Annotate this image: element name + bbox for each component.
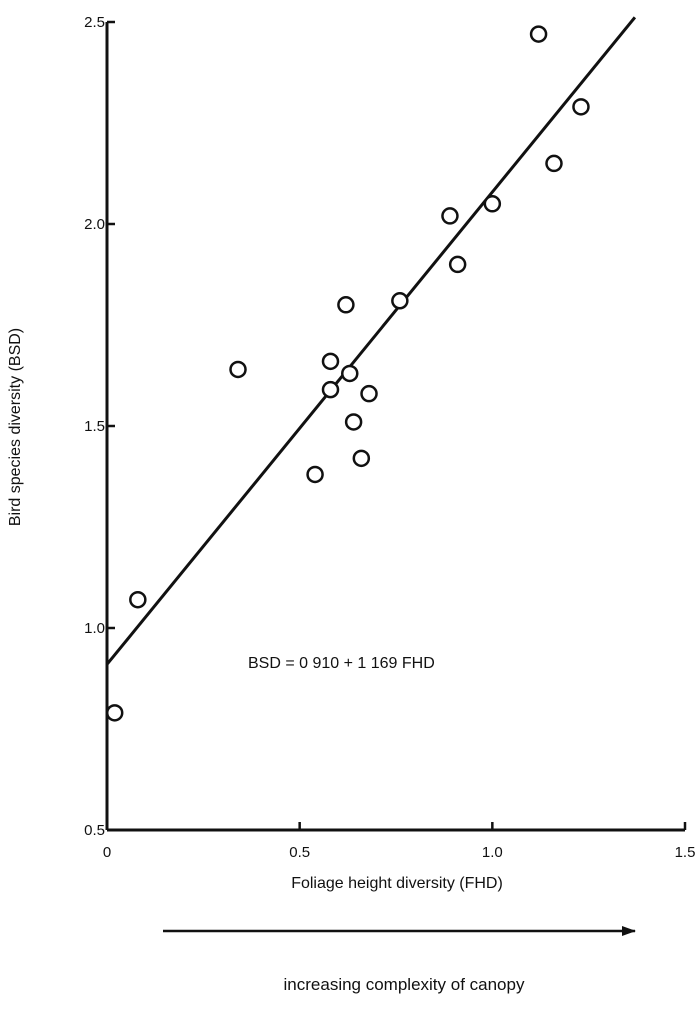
x-tick-label: 0.5 [289, 844, 310, 861]
data-points [105, 25, 590, 722]
data-point [352, 449, 371, 468]
data-point [344, 413, 363, 431]
y-axis-ticks: 0.5 1.0 1.5 2.0 2.5 [84, 14, 115, 839]
data-point [441, 207, 459, 225]
x-tick-label: 1.0 [482, 844, 503, 861]
x-tick-label: 0 [103, 844, 111, 861]
data-point [129, 590, 147, 609]
y-tick-label: 2.0 [84, 216, 105, 233]
y-tick-label: 1.0 [84, 620, 105, 637]
data-point [448, 255, 467, 274]
regression-equation: BSD = 0 910 + 1 169 FHD [248, 655, 435, 672]
y-tick-label: 0.5 [84, 822, 105, 839]
regression-line [105, 16, 637, 666]
data-point [529, 25, 548, 43]
data-point [105, 704, 124, 722]
x-axis-ticks: 0 0.5 1.0 1.5 [103, 822, 696, 861]
data-point [321, 352, 340, 371]
data-point [360, 384, 378, 403]
canopy-complexity-caption: increasing complexity of canopy [284, 975, 525, 994]
data-point [229, 360, 247, 379]
data-point [337, 296, 355, 314]
data-point [306, 465, 324, 484]
data-point [483, 195, 502, 213]
data-point [572, 98, 590, 116]
y-tick-label: 1.5 [84, 418, 105, 435]
y-tick-label: 2.5 [84, 14, 105, 31]
data-point [545, 154, 563, 173]
x-axis-title: Foliage height diversity (FHD) [291, 875, 503, 892]
data-point [391, 292, 409, 310]
data-point [321, 380, 340, 399]
data-point [341, 364, 359, 383]
y-axis-title: Bird species diversity (BSD) [7, 328, 24, 526]
x-tick-label: 1.5 [675, 844, 696, 861]
